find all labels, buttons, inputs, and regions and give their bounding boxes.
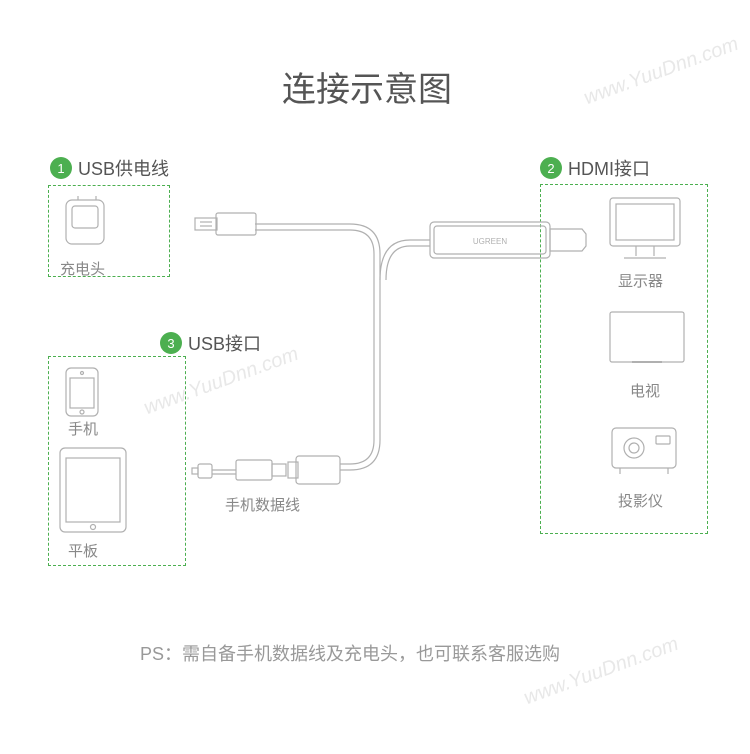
connection-diagram: UGREEN <box>0 0 750 754</box>
svg-text:UGREEN: UGREEN <box>473 237 507 246</box>
